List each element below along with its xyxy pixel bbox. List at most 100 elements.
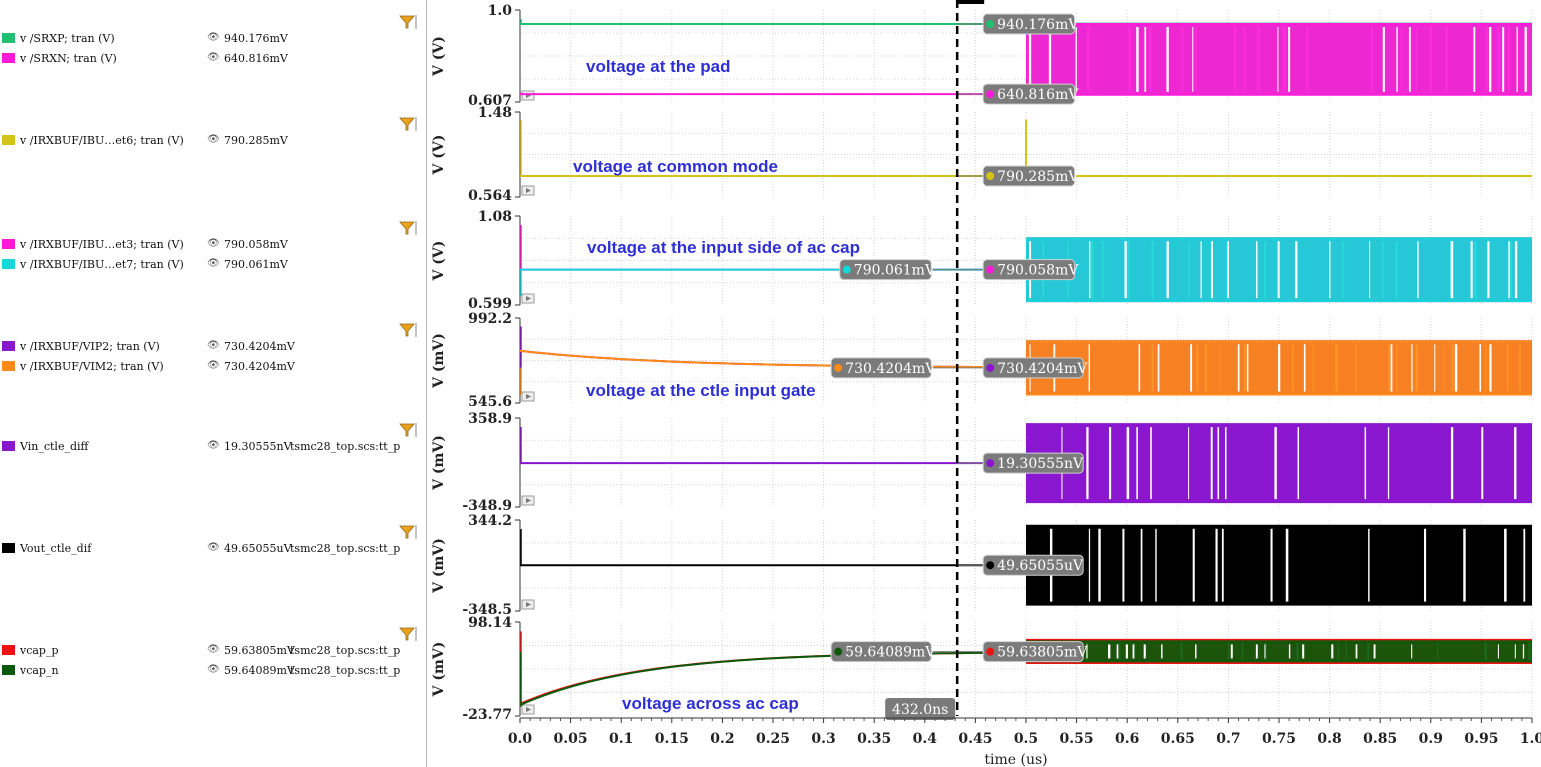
x-tick-label: 0.55 [1060, 731, 1094, 747]
eye-icon[interactable]: 👁 [207, 664, 220, 675]
marker-box [982, 83, 1076, 105]
marker-box [830, 357, 932, 379]
legend-item[interactable]: v /SRXP; tran (V) 👁 940.176mV [0, 32, 426, 46]
eye-icon[interactable]: 👁 [207, 52, 220, 63]
marker-dot [834, 647, 843, 656]
x-tick-label: 0.25 [756, 731, 790, 747]
x-tick-label: 1.0 [1520, 731, 1541, 747]
waveform-plot: 1.0 0.607 V (V) voltage at the pad 940.176mV… [431, 0, 1541, 767]
x-axis-label: time (us) [984, 752, 1047, 767]
series-line [519, 651, 1027, 706]
marker-value: 940.176mV [997, 17, 1079, 33]
eye-icon[interactable]: 👁 [207, 440, 220, 451]
y-axis-label: V (V) [431, 36, 447, 77]
marker-dot [986, 20, 995, 29]
filter-icon[interactable] [398, 524, 418, 539]
marker-value: 730.4204mV [845, 361, 936, 377]
signal-value: 730.4204mV [224, 340, 295, 353]
strip-panel: 1.08 0.599 V (V) voltage at the input side … [431, 209, 1533, 312]
signal-name: v /SRXP; tran (V) [20, 32, 115, 45]
x-tick-label: 0.0 [508, 731, 533, 747]
marker-dot [986, 363, 995, 372]
eye-icon[interactable]: 👁 [207, 258, 220, 269]
eye-icon[interactable]: 👁 [207, 360, 220, 371]
filter-icon[interactable] [398, 422, 418, 437]
signal-name: v /IRXBUF/IBU…et3; tran (V) [20, 238, 184, 251]
x-tick-label: 0.4 [913, 731, 938, 747]
annotation-label: voltage at the input side of ac cap [587, 238, 860, 257]
signal-value: 49.65055uV [224, 542, 292, 555]
marker-value: 790.061mV [854, 263, 936, 279]
legend-item[interactable]: v /SRXN; tran (V) 👁 640.816mV [0, 52, 426, 66]
eye-icon[interactable]: 👁 [207, 542, 220, 553]
series-line [1026, 24, 1532, 95]
eye-icon[interactable]: 👁 [207, 134, 220, 145]
eye-icon[interactable]: 👁 [207, 340, 220, 351]
marker-dot [986, 459, 995, 468]
marker-dot [986, 647, 995, 656]
play-icon [526, 394, 531, 399]
signal-value: 790.285mV [224, 134, 288, 147]
color-swatch [2, 53, 15, 63]
filter-icon[interactable] [398, 116, 418, 131]
signal-name: Vin_ctle_diff [20, 440, 89, 453]
eye-icon[interactable]: 👁 [207, 238, 220, 249]
marker-dot [842, 265, 851, 274]
legend-item[interactable]: v /IRXBUF/IBU…et7; tran (V) 👁 790.061mV [0, 258, 426, 272]
marker-box [982, 641, 1084, 663]
strip-panel: 1.0 0.607 V (V) voltage at the pad 940.176mV… [431, 3, 1533, 109]
play-icon [526, 188, 531, 193]
legend-panel: v /SRXP; tran (V) 👁 940.176mV v /SRXN; tran… [0, 0, 426, 767]
filter-icon[interactable] [398, 220, 418, 235]
filter-icon[interactable] [398, 14, 418, 29]
marker-value: 640.816mV [997, 87, 1079, 103]
marker-dot [986, 172, 995, 181]
legend-item[interactable]: v /IRXBUF/IBU…et3; tran (V) 👁 790.058mV [0, 238, 426, 252]
signal-context: tsmc28_top.scs:tt_p [290, 440, 401, 453]
color-swatch [2, 665, 15, 675]
signal-name: Vout_ctle_dif [20, 542, 92, 555]
filter-icon[interactable] [398, 626, 418, 641]
cursor-label: 432.0ns [892, 702, 948, 718]
marker-value: 790.058mV [997, 263, 1079, 279]
x-tick-label: 0.85 [1363, 731, 1397, 747]
marker-dot [834, 363, 843, 372]
marker-value: 19.30555nV [997, 456, 1084, 472]
annotation-label: voltage at common mode [573, 157, 778, 176]
signal-context: tsmc28_top.scs:tt_p [290, 664, 401, 677]
annotation-label: voltage at the ctle input gate [586, 381, 816, 400]
marker-value: 49.65055uV [997, 558, 1084, 574]
signal-value: 730.4204mV [224, 360, 295, 373]
y-max-label: 1.48 [478, 105, 512, 121]
filter-icon[interactable] [398, 322, 418, 337]
eye-icon[interactable]: 👁 [207, 32, 220, 43]
legend-item[interactable]: Vout_ctle_dif 👁 49.65055uV tsmc28_top.scs:t… [0, 542, 426, 556]
x-tick-label: 0.5 [1014, 731, 1038, 747]
y-axis-label: V (mV) [431, 435, 447, 491]
y-axis-label: V (mV) [431, 333, 447, 389]
x-tick-label: 0.7 [1216, 731, 1240, 747]
marker-box [982, 452, 1084, 474]
play-icon [526, 707, 531, 712]
legend-item[interactable]: vcap_n 👁 59.64089mV tsmc28_top.scs:tt_p [0, 664, 426, 678]
signal-value: 940.176mV [224, 32, 288, 45]
y-axis-label: V (mV) [431, 642, 447, 698]
color-swatch [2, 239, 15, 249]
legend-item[interactable]: Vin_ctle_diff 👁 19.30555nV tsmc28_top.scs:t… [0, 440, 426, 454]
legend-item[interactable]: v /IRXBUF/IBU…et6; tran (V) 👁 790.285mV [0, 134, 426, 148]
color-swatch [2, 341, 15, 351]
y-max-label: 1.0 [488, 3, 513, 19]
strip-panel: 98.14 -23.77 V (mV) voltage across ac cap 59… [431, 615, 1533, 723]
x-tick-label: 0.3 [811, 731, 835, 747]
color-swatch [2, 135, 15, 145]
color-swatch [2, 543, 15, 553]
marker-dot [986, 90, 995, 99]
y-max-label: 1.08 [478, 209, 512, 225]
signal-value: 19.30555nV [224, 440, 292, 453]
x-tick-label: 0.45 [958, 731, 992, 747]
legend-item[interactable]: vcap_p 👁 59.63805mV tsmc28_top.scs:tt_p [0, 644, 426, 658]
legend-item[interactable]: v /IRXBUF/VIP2; tran (V) 👁 730.4204mV [0, 340, 426, 354]
marker-dot [986, 561, 995, 570]
eye-icon[interactable]: 👁 [207, 644, 220, 655]
legend-item[interactable]: v /IRXBUF/VIM2; tran (V) 👁 730.4204mV [0, 360, 426, 374]
